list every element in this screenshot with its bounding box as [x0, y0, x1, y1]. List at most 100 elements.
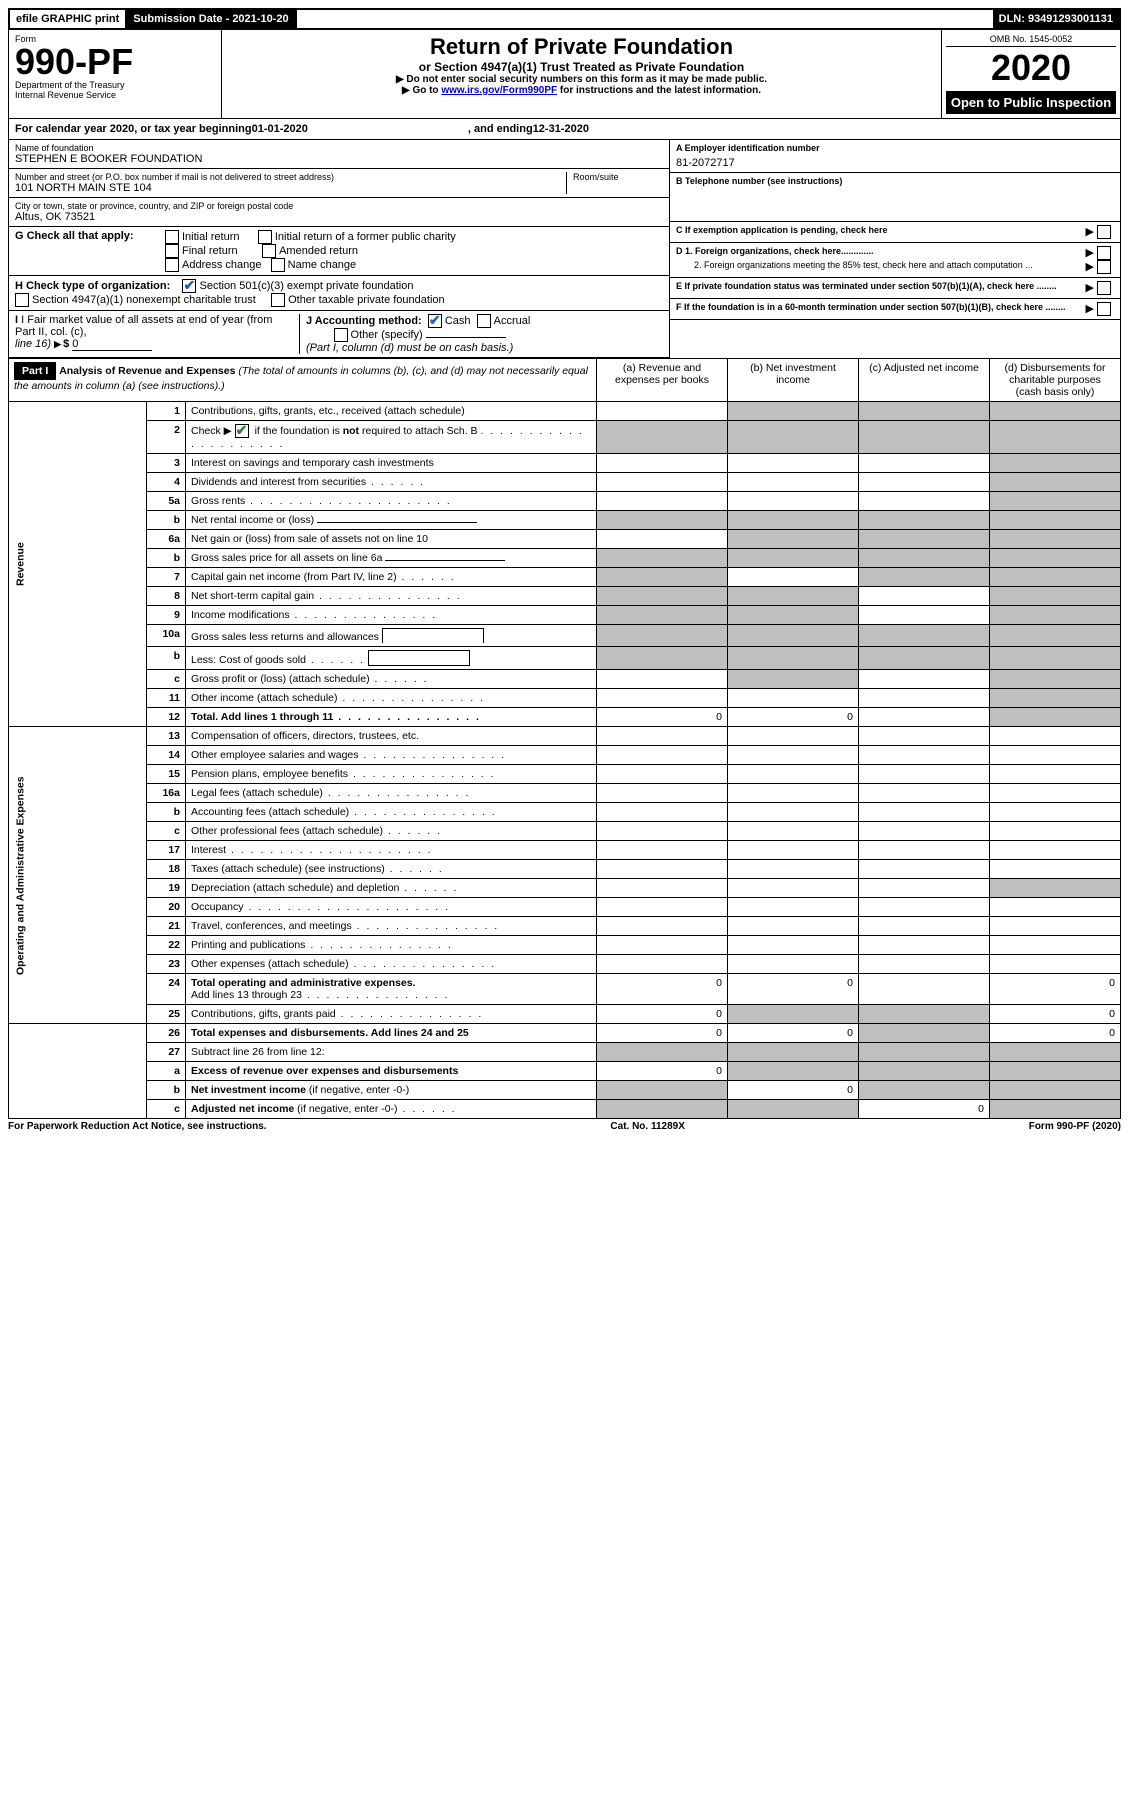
- checkbox-e[interactable]: [1097, 281, 1111, 295]
- row-26: Total expenses and disbursements. Add li…: [186, 1024, 597, 1043]
- val-25a: 0: [597, 1005, 728, 1024]
- identity-grid: Name of foundation STEPHEN E BOOKER FOUN…: [8, 140, 1121, 358]
- fmv-value: 0: [72, 338, 152, 351]
- checkbox-d2[interactable]: [1097, 260, 1111, 274]
- addr-label: Number and street (or P.O. box number if…: [15, 172, 566, 182]
- val-26d: 0: [990, 1024, 1121, 1043]
- h-label: H Check type of organization:: [15, 280, 170, 292]
- other-specify: [426, 337, 506, 338]
- checkbox-f[interactable]: [1097, 302, 1111, 316]
- checkbox-cash[interactable]: [428, 314, 442, 328]
- instr2-prefix: ▶ Go to: [402, 85, 441, 96]
- top-bar: efile GRAPHIC print Submission Date - 20…: [8, 8, 1121, 30]
- checkbox-other-method[interactable]: [334, 328, 348, 342]
- row-2: Check ▶ if the foundation is not require…: [186, 421, 597, 454]
- footer-right: Form 990-PF (2020): [1029, 1121, 1121, 1132]
- row-10a: Gross sales less returns and allowances: [191, 631, 379, 643]
- g-opt-5: Name change: [288, 259, 357, 271]
- checkbox-4947a1[interactable]: [15, 293, 29, 307]
- form-number: 990-PF: [15, 44, 215, 80]
- checkbox-d1[interactable]: [1097, 246, 1111, 260]
- row-27a: Excess of revenue over expenses and disb…: [186, 1062, 597, 1081]
- col-d-header: (d) Disbursements for charitable purpose…: [990, 359, 1121, 402]
- cal-begin: 01-01-2020: [252, 123, 308, 135]
- row-27: Subtract line 26 from line 12:: [186, 1043, 597, 1062]
- efile-label: efile GRAPHIC print: [10, 10, 127, 28]
- j-other: Other (specify): [351, 329, 423, 341]
- d1-label: D 1. Foreign organizations, check here..…: [676, 246, 874, 256]
- row-17: Interest: [191, 844, 226, 856]
- checkbox-c[interactable]: [1097, 225, 1111, 239]
- row-14: Other employee salaries and wages: [191, 749, 359, 761]
- checkbox-initial-return[interactable]: [165, 230, 179, 244]
- row-18: Taxes (attach schedule) (see instruction…: [191, 863, 385, 875]
- row-10b: Less: Cost of goods sold: [191, 654, 306, 666]
- h-opt1: Section 501(c)(3) exempt private foundat…: [199, 280, 413, 292]
- cal-end: 12-31-2020: [533, 123, 589, 135]
- row-16c: Other professional fees (attach schedule…: [191, 825, 383, 837]
- checkbox-initial-former[interactable]: [258, 230, 272, 244]
- room-label: Room/suite: [573, 172, 663, 182]
- g-opt-0: Initial return: [182, 231, 239, 243]
- omb: OMB No. 1545-0052: [946, 34, 1116, 47]
- checkbox-amended[interactable]: [262, 244, 276, 258]
- row-25: Contributions, gifts, grants paid: [191, 1008, 336, 1020]
- row-19: Depreciation (attach schedule) and deple…: [191, 882, 399, 894]
- row-23: Other expenses (attach schedule): [191, 958, 349, 970]
- row-8: Net short-term capital gain: [191, 590, 314, 602]
- open-to-public: Open to Public Inspection: [946, 91, 1116, 114]
- instructions-link[interactable]: www.irs.gov/Form990PF: [441, 85, 557, 96]
- row-3: Interest on savings and temporary cash i…: [186, 454, 597, 473]
- dept-line1: Department of the Treasury: [15, 80, 215, 90]
- e-label: E If private foundation status was termi…: [676, 281, 1057, 291]
- checkbox-accrual[interactable]: [477, 314, 491, 328]
- section-g: G Check all that apply: Initial return I…: [9, 227, 669, 276]
- i-line16: line 16): [15, 338, 51, 350]
- instr-2: ▶ Go to www.irs.gov/Form990PF for instru…: [226, 85, 937, 96]
- val-24a: 0: [597, 974, 728, 1005]
- city-state-zip: Altus, OK 73521: [15, 211, 663, 223]
- form-header: Form 990-PF Department of the Treasury I…: [8, 30, 1121, 119]
- col-a-header: (a) Revenue and expenses per books: [597, 359, 728, 402]
- checkbox-other-taxable[interactable]: [271, 293, 285, 307]
- row-6a: Net gain or (loss) from sale of assets n…: [186, 530, 597, 549]
- col-c-header: (c) Adjusted net income: [859, 359, 990, 402]
- foundation-name: STEPHEN E BOOKER FOUNDATION: [15, 153, 663, 165]
- name-label: Name of foundation: [15, 143, 663, 153]
- row-5a: Gross rents: [191, 495, 245, 507]
- checkbox-final-return[interactable]: [165, 244, 179, 258]
- val-12b: 0: [728, 708, 859, 727]
- revenue-label: Revenue: [9, 402, 147, 727]
- g-opt-4: Amended return: [279, 245, 358, 257]
- i-label: I Fair market value of all assets at end…: [15, 314, 272, 338]
- row-15: Pension plans, employee benefits: [191, 768, 348, 780]
- h-opt2: Section 4947(a)(1) nonexempt charitable …: [32, 294, 256, 306]
- checkbox-501c3[interactable]: [182, 279, 196, 293]
- row-16b: Accounting fees (attach schedule): [191, 806, 349, 818]
- row-10c: Gross profit or (loss) (attach schedule): [191, 673, 370, 685]
- col-b-header: (b) Net investment income: [728, 359, 859, 402]
- h-opt3: Other taxable private foundation: [288, 294, 445, 306]
- city-label: City or town, state or province, country…: [15, 201, 663, 211]
- cal-prefix: For calendar year 2020, or tax year begi…: [15, 123, 252, 135]
- val-24d: 0: [990, 974, 1121, 1005]
- section-h: H Check type of organization: Section 50…: [9, 276, 669, 311]
- part1-title: Analysis of Revenue and Expenses: [59, 365, 235, 377]
- g-opt-2: Address change: [182, 259, 262, 271]
- part1-label: Part I: [14, 362, 56, 380]
- dept-line2: Internal Revenue Service: [15, 90, 215, 100]
- calendar-year-row: For calendar year 2020, or tax year begi…: [8, 119, 1121, 140]
- submission-date: Submission Date - 2021-10-20: [127, 10, 296, 28]
- dln: DLN: 93491293001131: [993, 10, 1119, 28]
- footer-left: For Paperwork Reduction Act Notice, see …: [8, 1121, 267, 1132]
- form-title: Return of Private Foundation: [226, 34, 937, 60]
- part1-table: Part I Analysis of Revenue and Expenses …: [8, 358, 1121, 1119]
- row-1: Contributions, gifts, grants, etc., rece…: [186, 402, 597, 421]
- checkbox-schb[interactable]: [235, 424, 249, 438]
- checkbox-name-change[interactable]: [271, 258, 285, 272]
- d2-label: 2. Foreign organizations meeting the 85%…: [676, 260, 1033, 270]
- val-24b: 0: [728, 974, 859, 1005]
- checkbox-address-change[interactable]: [165, 258, 179, 272]
- row-24: Total operating and administrative expen…: [191, 977, 415, 989]
- row-21: Travel, conferences, and meetings: [191, 920, 352, 932]
